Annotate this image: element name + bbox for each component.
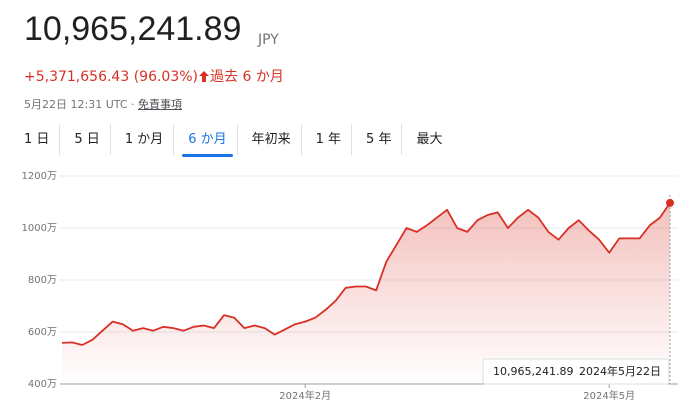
end-dot xyxy=(666,198,674,207)
y-tick-label: 400万 xyxy=(28,379,57,390)
tooltip-value: 10,965,241.89 xyxy=(493,365,573,378)
range-tab[interactable]: 6 か月 xyxy=(178,124,238,157)
tooltip: 10,965,241.89 2024年5月22日 xyxy=(482,358,670,385)
x-tick-label: 2024年2月 xyxy=(279,389,331,402)
y-tick-label: 600万 xyxy=(28,327,57,338)
timestamp: 5月22日 12:31 UTC · xyxy=(24,98,135,111)
currency: JPY xyxy=(258,32,279,48)
tooltip-box xyxy=(482,358,670,385)
y-tick-label: 800万 xyxy=(28,275,57,286)
tooltip-date: 2024年5月22日 xyxy=(579,364,661,378)
range-tab[interactable]: 5 年 xyxy=(356,124,403,155)
y-tick-label: 1200万 xyxy=(22,171,57,182)
price-line xyxy=(61,202,671,346)
range-tab[interactable]: 1 か月 xyxy=(115,124,175,155)
change: +5,371,656.43 (96.03%) 過去 6 か月 xyxy=(24,66,284,86)
period: 過去 6 か月 xyxy=(210,69,284,85)
timestamp-row: 5月22日 12:31 UTC · 免責事項 xyxy=(24,96,182,112)
range-tab[interactable]: 最大 xyxy=(416,132,443,147)
range-tab[interactable]: 5 日 xyxy=(64,124,111,155)
range-tab[interactable]: 1 年 xyxy=(306,124,353,155)
disclaimer-link[interactable]: 免責事項 xyxy=(138,98,182,111)
up-arrow xyxy=(199,71,210,82)
price: 10,965,241.89 xyxy=(24,10,242,48)
area xyxy=(62,202,670,384)
range-tab[interactable]: 年初来 xyxy=(242,124,302,155)
y-tick-label: 1000万 xyxy=(22,223,57,234)
change-value: +5,371,656.43 (96.03%) xyxy=(24,69,199,85)
x-tick-label: 2024年5月 xyxy=(583,389,635,402)
range-tab[interactable]: 1 日 xyxy=(14,124,61,155)
